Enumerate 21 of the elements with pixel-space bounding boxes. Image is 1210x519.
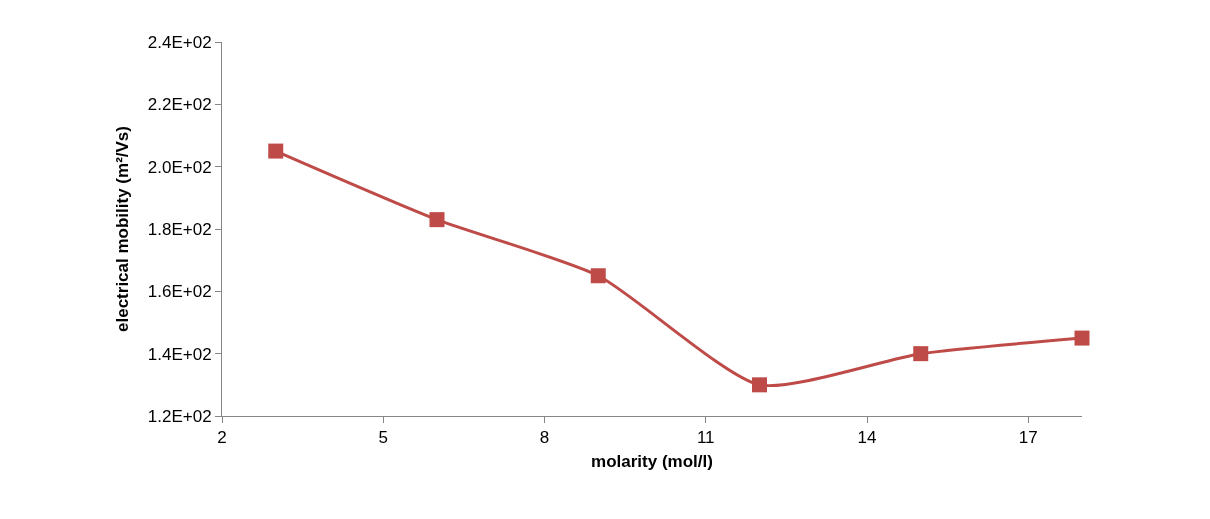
y-tick-label: 2.4E+02 (147, 32, 212, 52)
y-axis-title: electrical mobility (m²/Vs) (113, 126, 133, 332)
y-tick-label: 1.6E+02 (147, 282, 212, 302)
y-tick-label: 2.0E+02 (147, 157, 212, 177)
y-tick-label: 2.2E+02 (147, 95, 212, 115)
point (752, 377, 767, 393)
x-tick-label: 5 (378, 428, 388, 448)
y-tick-label: 1.2E+02 (147, 406, 212, 426)
x-tick-label: 14 (857, 428, 877, 448)
point (590, 268, 606, 284)
x-tick-label: 8 (539, 428, 550, 448)
y-tick-label: 1.4E+02 (147, 344, 212, 364)
y-tick-label: 1.8E+02 (147, 219, 212, 239)
x-tick-label: 17 (1018, 428, 1038, 448)
point (1074, 330, 1090, 346)
x-tick-label: 11 (696, 428, 715, 448)
point (268, 143, 284, 159)
point (429, 212, 445, 228)
x-axis-title: molarity (mol/l) (591, 451, 713, 471)
point (913, 346, 929, 362)
x-tick-label: 2 (217, 428, 227, 448)
